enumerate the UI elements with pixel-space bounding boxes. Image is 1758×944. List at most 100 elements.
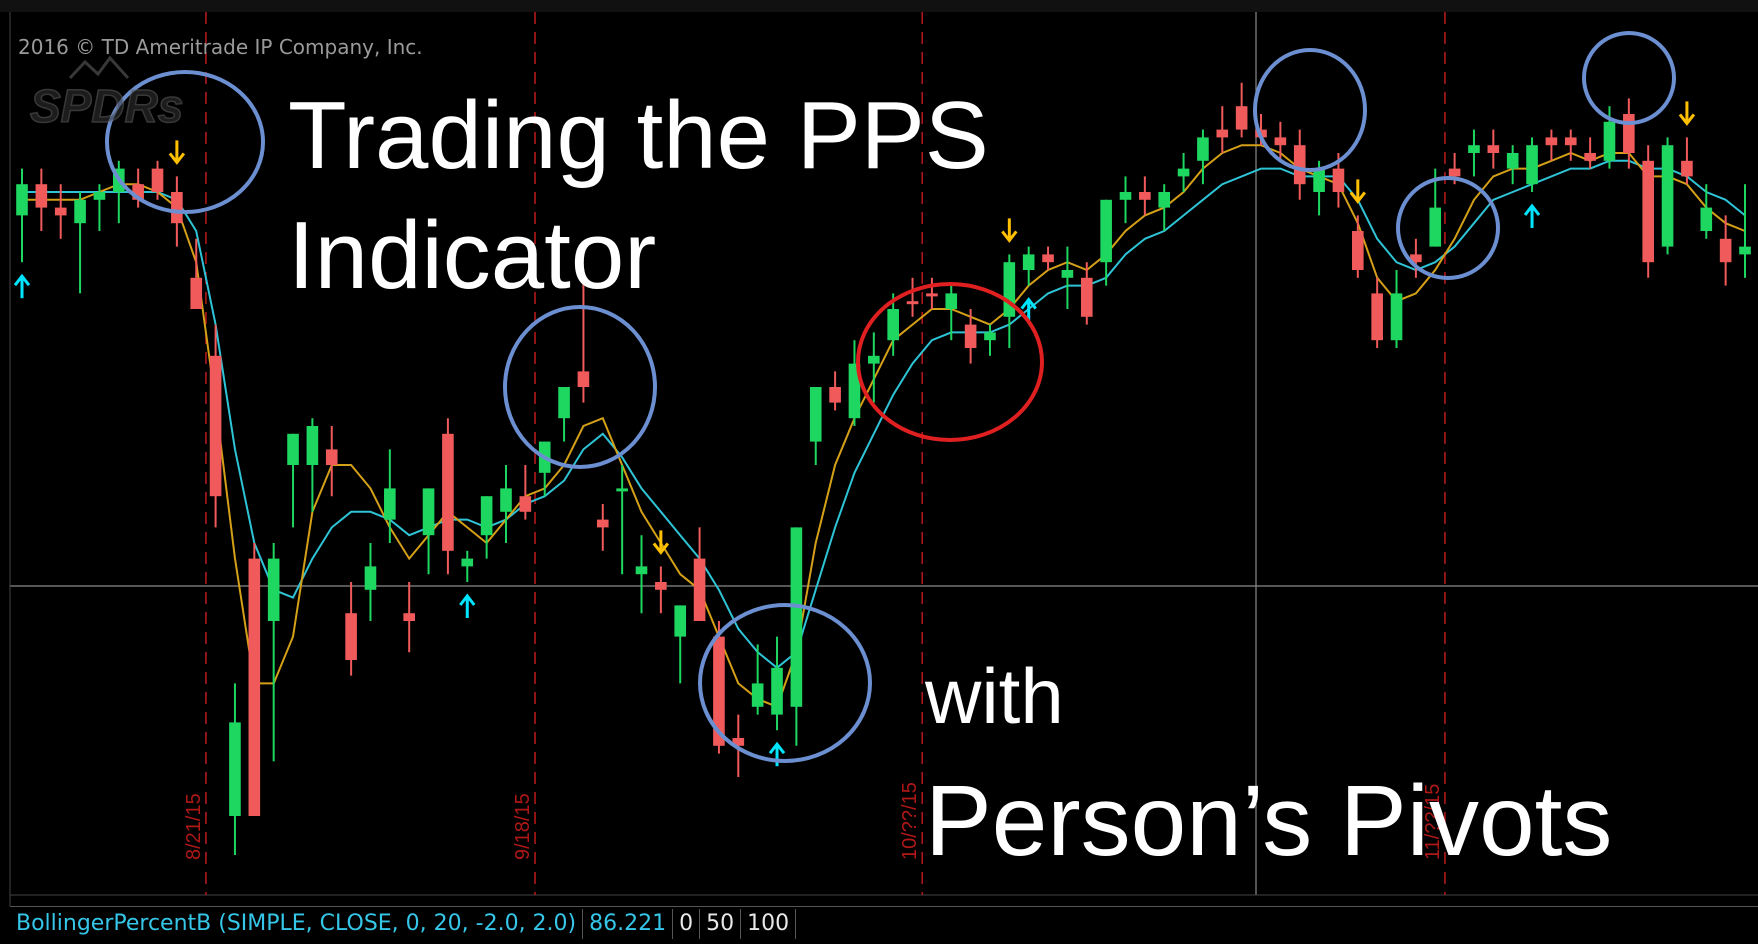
candle [1177,153,1190,192]
spdr-logo: SPDRs [29,55,184,133]
candle-body [1274,137,1287,146]
study-value: 86.221 [583,909,674,939]
copyright-text: 2016 © TD Ameritrade IP Company, Inc. [18,35,423,59]
candle [887,293,899,356]
candle [655,566,667,614]
candle [306,418,319,512]
candle-body [74,199,86,224]
top-toolbar-sliver [0,0,1758,12]
candle [674,605,687,684]
candle-body [596,519,609,528]
candle-body [1139,192,1151,200]
pivot-circle-blue [698,603,872,763]
candle [771,636,783,731]
headline-line3: Person’s Pivots [925,765,1612,877]
candle-body [1642,160,1655,263]
candle-body [171,192,183,224]
candle [16,168,28,263]
candle-body [713,636,725,746]
pps-sell-arrow [652,530,670,555]
candle [151,160,164,200]
candle [1719,215,1732,286]
candle [693,527,706,621]
candle [1545,129,1558,161]
candle [248,543,261,816]
candle-body [1584,153,1596,161]
spdr-logo-text: SPDRs [30,80,183,132]
candle [1080,262,1093,325]
candle-body [1661,145,1674,247]
candle-body [984,332,996,341]
candle-body [1100,199,1112,263]
candle [93,184,106,231]
candle [267,543,280,762]
study-name[interactable]: BollingerPercentB (SIMPLE, CLOSE, 0, 20,… [10,909,584,939]
candle-body [674,605,687,637]
candle-body [209,355,222,497]
candle-body [790,527,803,707]
pps-buy-arrow [1020,297,1037,322]
candle-body [132,184,144,200]
candle-body [1197,137,1209,161]
candle-body [616,488,628,492]
candle-body [693,558,706,621]
study-level-100: 100 [741,909,797,939]
candle-body [771,667,783,715]
candle [325,426,338,497]
candle-body [151,168,164,192]
candle-body [345,613,357,660]
candle [1197,129,1209,185]
candle [519,465,532,520]
candle-body [558,387,570,419]
study-bar[interactable]: BollingerPercentB (SIMPLE, CLOSE, 0, 20,… [10,906,1758,941]
candle [906,277,919,317]
candle-body [1506,153,1519,169]
candle-body [422,488,435,536]
pivot-circle-blue [503,305,657,469]
candle-body [945,293,958,309]
candle [1216,106,1229,153]
candle-body [1313,168,1325,192]
candle [1564,129,1577,161]
candle [790,527,803,746]
candle [538,441,551,497]
annotation-circles [105,31,1676,763]
candle [829,371,841,411]
candle-body [1177,168,1190,177]
candle-body [1235,106,1248,130]
date-marker-label: 8/21/15 [183,793,205,860]
candle [1487,129,1500,169]
pivot-circle-blue [1253,48,1367,172]
candle [1410,238,1422,278]
candle-body [267,558,280,621]
date-markers: 8/21/15 9/18/15 10/??/15 11/??/15 [183,12,1446,895]
candle-body [1371,293,1383,341]
headline-line2: Indicator [288,202,656,309]
candle-body [384,488,396,520]
date-marker-label: 9/18/15 [512,793,534,860]
candle-body [635,566,648,575]
candles [16,82,1751,855]
candle-body [1003,262,1016,317]
candle-body [1603,121,1616,161]
pps-buy-arrow [13,273,31,299]
candle-body [1080,277,1093,317]
candle [1139,176,1151,216]
candle-body [1022,254,1035,270]
candle [209,324,222,528]
candle [1293,129,1306,200]
candle [480,496,493,559]
price-chart[interactable]: 8/21/15 9/18/15 10/??/15 11/??/15 2016 © TD… [0,0,1758,906]
pps-sell-arrow [1349,179,1366,204]
study-level-50: 50 [700,909,742,939]
candle [287,433,299,528]
candle [1642,145,1655,278]
candle-body [35,184,48,208]
candle [1274,121,1287,161]
candle-body [906,301,919,305]
pps-sell-arrow [1001,218,1018,243]
candle [35,168,48,231]
candle [558,387,570,442]
candle-body [1293,145,1306,185]
candle [1042,246,1054,270]
